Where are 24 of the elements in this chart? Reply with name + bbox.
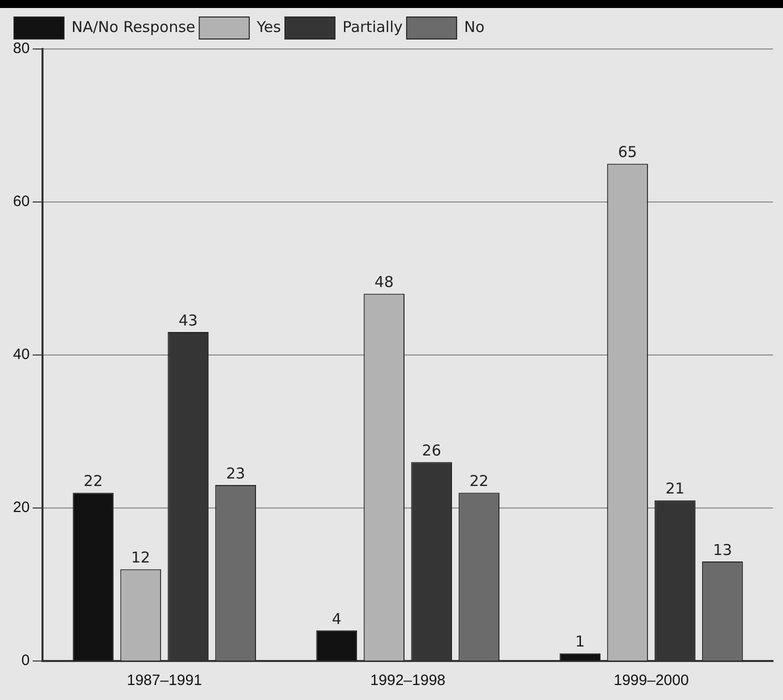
data-label: 13 bbox=[712, 540, 732, 559]
data-label: 48 bbox=[374, 273, 394, 292]
data-label: 4 bbox=[332, 610, 342, 628]
legend-label: Yes bbox=[256, 18, 282, 36]
data-label: 26 bbox=[422, 441, 442, 460]
data-label: 12 bbox=[131, 548, 150, 567]
x-tick-label: 1999–2000 bbox=[614, 672, 689, 690]
data-label: 65 bbox=[618, 143, 638, 162]
y-tick-label: 40 bbox=[12, 346, 30, 364]
y-tick-label: 20 bbox=[12, 499, 30, 516]
legend-label: Partially bbox=[342, 18, 403, 36]
data-label: 43 bbox=[178, 311, 198, 330]
data-label: 21 bbox=[665, 480, 685, 498]
data-label: 1 bbox=[575, 632, 585, 651]
y-tick-label: 0 bbox=[21, 652, 30, 670]
data-label: 23 bbox=[226, 464, 246, 482]
data-label: 22 bbox=[84, 472, 103, 490]
y-tick-label: 60 bbox=[12, 193, 30, 210]
legend-label: No bbox=[464, 18, 485, 36]
data-label: 22 bbox=[470, 472, 489, 490]
x-tick-label: 1992–1998 bbox=[370, 672, 446, 690]
x-tick-label: 1987–1991 bbox=[126, 672, 202, 690]
legend-label: NA/No Response bbox=[72, 18, 196, 36]
y-tick-label: 80 bbox=[12, 40, 30, 58]
